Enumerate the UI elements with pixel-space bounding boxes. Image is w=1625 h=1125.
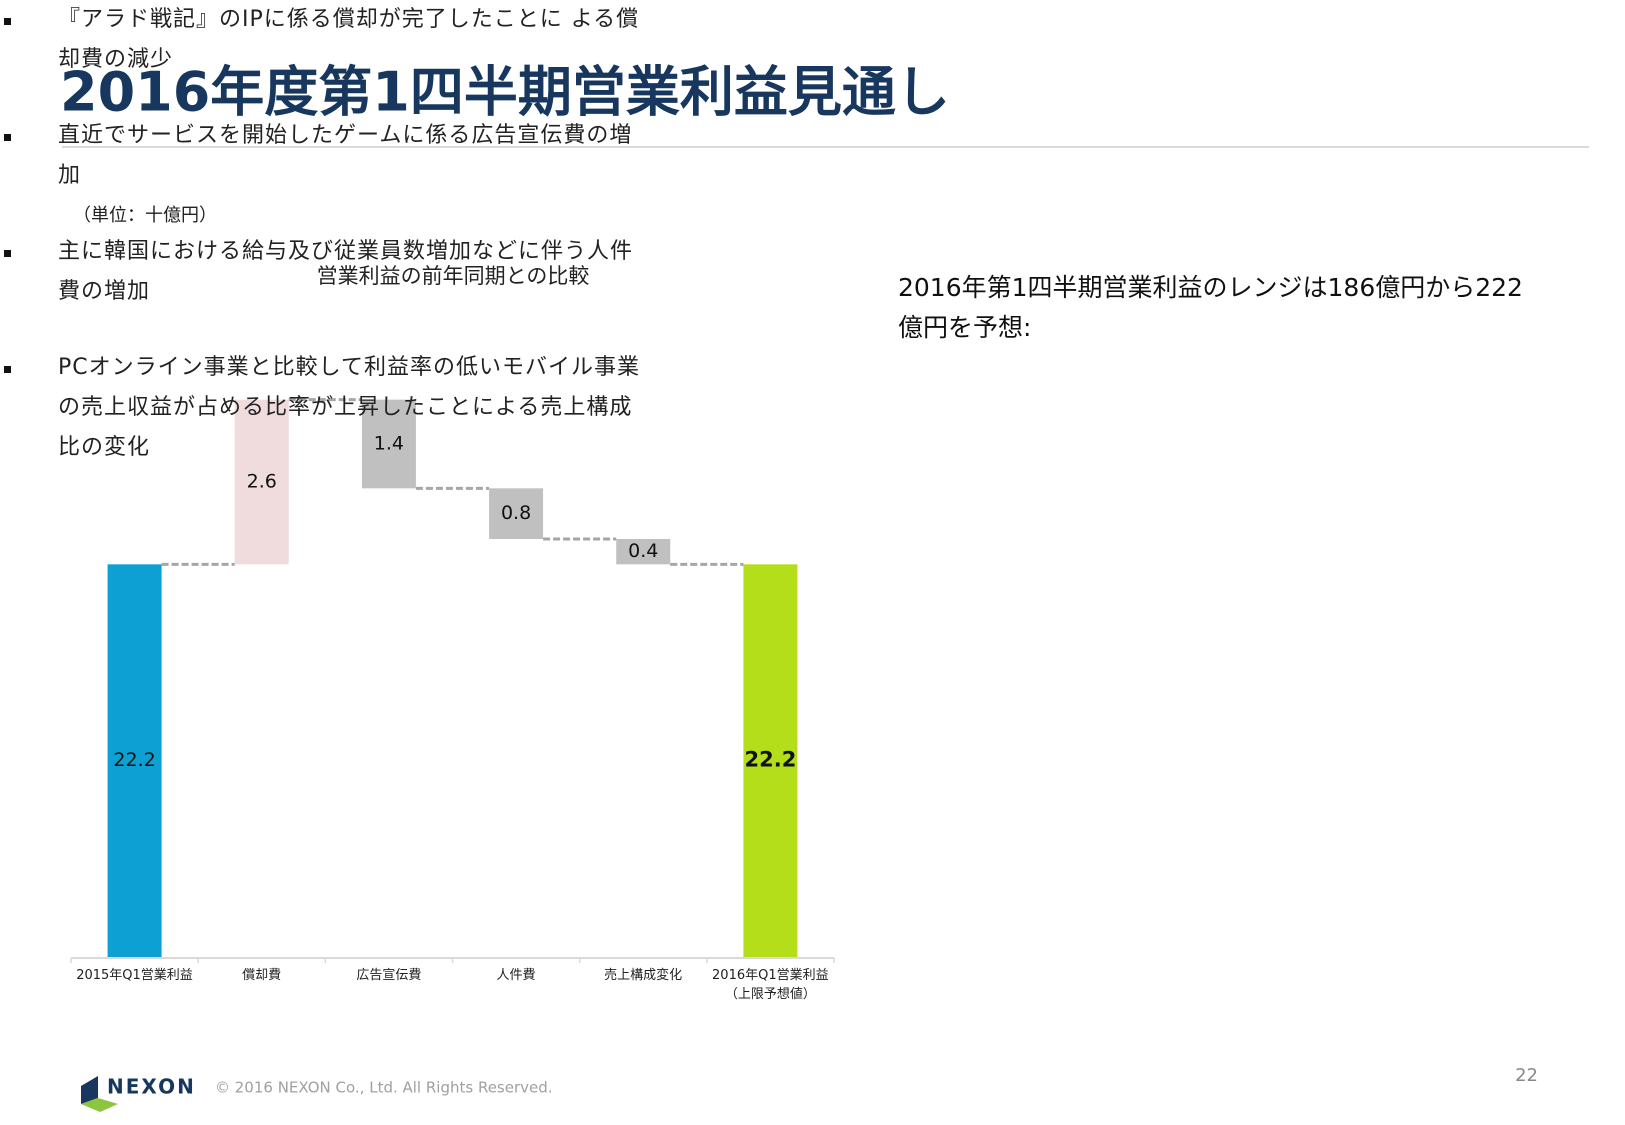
x-tick-label: 売上構成変化 xyxy=(604,968,683,983)
bar xyxy=(107,564,162,957)
x-tick-label: 人件費 xyxy=(496,968,536,983)
x-tick-label: 広告宣伝費 xyxy=(356,968,422,983)
summary-heading: 2016年第1四半期営業利益のレンジは186億円から222億円を予想: xyxy=(898,273,1523,342)
bar xyxy=(616,539,671,565)
bar xyxy=(234,399,289,565)
chart-title: 営業利益の前年同期との比較 xyxy=(317,264,590,288)
footer-brand: NEXON xyxy=(107,1075,196,1099)
bullet-item: 『アラド戦記』のIPに係る償却が完了したことに よる償却費の減少 xyxy=(0,0,640,80)
bar xyxy=(361,399,416,489)
bullet-item: 直近でサービスを開始したゲームに係る広告宣伝費の増加 xyxy=(0,116,640,196)
data-label: 2.6 xyxy=(247,471,277,493)
bar xyxy=(743,564,798,957)
bullet-item: 主に韓国における給与及び従業員数増加などに伴う人件費の増加 xyxy=(0,232,640,312)
data-label: 1.4 xyxy=(374,433,404,455)
summary-bullets: 『アラド戦記』のIPに係る償却が完了したことに よる償却費の減少 直近でサービスを… xyxy=(0,0,640,468)
bar xyxy=(489,488,544,539)
footer-copyright: © 2016 NEXON Co., Ltd. All Rights Reserv… xyxy=(215,1079,553,1097)
logo xyxy=(81,1076,118,1112)
page-number: 22 xyxy=(1515,1065,1538,1086)
data-label: 0.4 xyxy=(628,540,658,562)
slide-title: 2016年度第1四半期営業利益見通し xyxy=(60,61,950,124)
data-label: 0.8 xyxy=(501,502,531,524)
data-label: 22.2 xyxy=(745,748,797,772)
data-label: 22.2 xyxy=(113,749,155,771)
bullet-item: PCオンライン事業と比較して利益率の低いモバイル事業の売上収益が占める比率が上昇… xyxy=(0,348,640,468)
unit-note: （単位：十億円） xyxy=(73,205,217,226)
x-tick-label: 2016年Q1営業利益 （上限予想値） xyxy=(712,968,829,1002)
x-tick-label: 2015年Q1営業利益 xyxy=(76,968,193,983)
x-tick-label: 償却費 xyxy=(242,968,282,983)
